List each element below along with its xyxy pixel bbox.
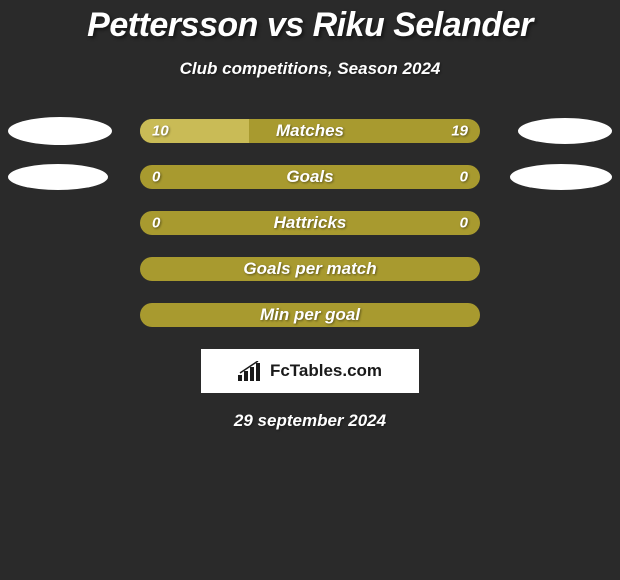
stat-bar: 0 0Hattricks bbox=[140, 211, 480, 235]
stat-value-left: 0 bbox=[152, 215, 160, 232]
stat-bar: Min per goal bbox=[140, 303, 480, 327]
fctables-icon bbox=[238, 361, 264, 381]
stat-value-left: 10 bbox=[152, 123, 169, 140]
stat-bar: 1019Matches bbox=[140, 119, 480, 143]
stat-label: Hattricks bbox=[140, 213, 480, 233]
stat-row: 1019Matches bbox=[0, 119, 620, 143]
stat-label: Min per goal bbox=[140, 305, 480, 325]
stat-value-right: 0 bbox=[460, 169, 468, 186]
stat-value-right: 0 bbox=[460, 215, 468, 232]
player-blob bbox=[510, 164, 612, 190]
stat-bar: 0 0Goals bbox=[140, 165, 480, 189]
logo-box: FcTables.com bbox=[201, 349, 419, 393]
player-blob bbox=[518, 118, 612, 144]
player-blob bbox=[8, 164, 108, 190]
stat-row: Goals per match bbox=[0, 257, 620, 281]
stat-row: 0 0Hattricks bbox=[0, 211, 620, 235]
date-text: 29 september 2024 bbox=[0, 411, 620, 431]
page-subtitle: Club competitions, Season 2024 bbox=[0, 59, 620, 79]
stat-row: Min per goal bbox=[0, 303, 620, 327]
stat-value-left: 0 bbox=[152, 169, 160, 186]
stat-label: Goals bbox=[140, 167, 480, 187]
comparison-card: Pettersson vs Riku Selander Club competi… bbox=[0, 0, 620, 431]
page-title: Pettersson vs Riku Selander bbox=[0, 6, 620, 45]
stat-row: 0 0Goals bbox=[0, 165, 620, 189]
stat-rows: 1019Matches00Goals00HattricksGoals per m… bbox=[0, 119, 620, 327]
player-blob bbox=[8, 117, 112, 145]
stat-bar: Goals per match bbox=[140, 257, 480, 281]
stat-label: Goals per match bbox=[140, 259, 480, 279]
stat-value-right: 19 bbox=[451, 123, 468, 140]
logo-text: FcTables.com bbox=[270, 361, 382, 381]
